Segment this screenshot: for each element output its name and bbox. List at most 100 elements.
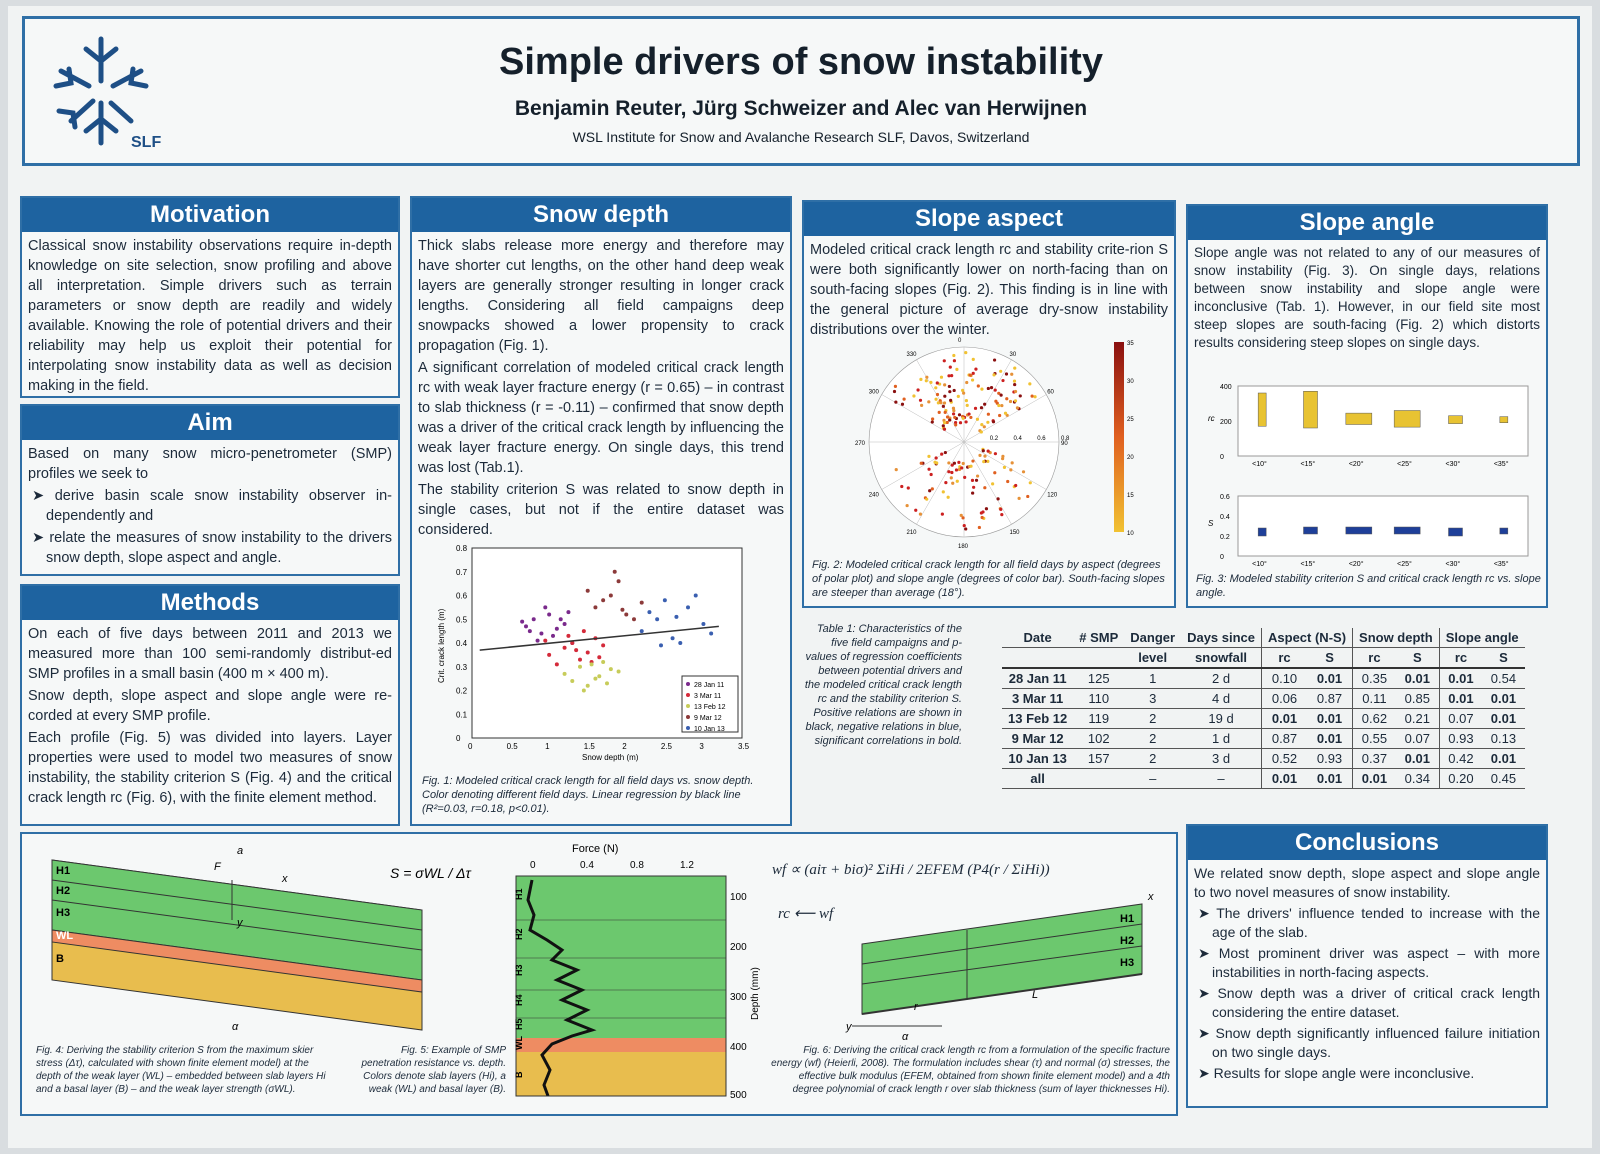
fig2-point: [986, 412, 990, 416]
fig2-point: [947, 470, 951, 474]
fig2-colorbar: [1114, 342, 1124, 532]
fig2-point: [991, 482, 995, 486]
table-header: Danger: [1124, 628, 1182, 648]
table-cell: 0.07: [1438, 708, 1483, 729]
table-cell: 0.85: [1395, 688, 1440, 709]
table-cell: 1: [1124, 668, 1182, 689]
fig2-point: [979, 430, 983, 434]
fig2-caption: Fig. 2: Modeled critical crack length fo…: [812, 559, 1165, 599]
conclusions-bullet: ➤ Snow depth was a driver of critical cr…: [1198, 985, 1540, 1020]
fig2-point: [973, 406, 978, 410]
fig2-point: [1030, 394, 1034, 398]
conclusions-bullet: ➤ Snow depth significantly influenced fa…: [1198, 1025, 1540, 1060]
fig1-xtick: 1.5: [584, 742, 596, 751]
fig2-radial-tick: 0.8: [1061, 436, 1070, 442]
fig2-grid-spoke: [963, 441, 1012, 525]
fig3-xtick: <10°: [1252, 560, 1267, 568]
fig1-xtick: 2: [622, 742, 627, 751]
fig2-point: [1002, 465, 1007, 469]
fig1-ytick: 0.5: [456, 615, 468, 624]
fig1-point: [659, 643, 663, 648]
aim-text: Based on many snow micro-penetrometer (S…: [22, 440, 398, 574]
fig2-point: [979, 406, 984, 410]
table-cell: 0.35: [1352, 668, 1396, 689]
fig2-point: [952, 461, 957, 465]
fig2-point: [1028, 382, 1032, 386]
fig1-legend-label: 10 Jan 13: [694, 726, 725, 733]
table-cell: 0.37: [1352, 748, 1396, 769]
fig2-point: [930, 420, 934, 424]
fig1-legend-marker: [686, 704, 690, 708]
fig2-point: [893, 384, 898, 388]
fig1-point: [578, 664, 582, 669]
fig1-point: [709, 631, 714, 636]
fig2-point: [941, 424, 945, 428]
fig2-point: [961, 388, 965, 392]
slope-aspect-section: Slope aspect Modeled critical crack leng…: [802, 200, 1176, 608]
fig1-ytick: 0.4: [456, 639, 468, 648]
fig6-formula-rc: rc ⟵ wf: [778, 906, 834, 922]
snow-depth-p2: A significant correlation of modeled cri…: [418, 360, 784, 476]
fig2-point: [983, 402, 987, 406]
methods-heading: Methods: [22, 586, 398, 620]
table-cell: 0.01: [1482, 748, 1525, 769]
fig2-point: [1010, 461, 1014, 465]
table-cell: 102: [1073, 728, 1125, 749]
fig1-point: [527, 629, 532, 634]
fig2-point: [986, 420, 990, 424]
fig1-xlabel: Snow depth (m): [582, 753, 639, 762]
table-row: all – –0.01 0.01 0.01 0.34 0.20 0.45: [1002, 768, 1525, 789]
fig3-box: [1303, 391, 1318, 429]
table-cell: 0.34: [1395, 768, 1440, 789]
poster-authors: Benjamin Reuter, Jürg Schweizer and Alec…: [514, 97, 1088, 120]
fig1-ytick: 0: [456, 734, 461, 743]
fig4-label-y: y: [236, 917, 244, 929]
table1-area: Table 1: Characteristics of the five fie…: [802, 616, 1548, 822]
fig2-point: [942, 421, 947, 425]
fig1-point: [547, 652, 552, 657]
fig1-point: [601, 598, 606, 603]
fig2-point: [906, 486, 910, 490]
fig1-ytick: 0.7: [456, 568, 468, 577]
fig2-angle-tick: 180: [958, 544, 969, 550]
table-cell: 13 Feb 12: [1002, 708, 1074, 729]
fig1-legend-marker: [686, 682, 690, 686]
fig2-point: [989, 386, 994, 390]
fig2-point: [992, 373, 996, 377]
fig2-point: [980, 515, 984, 520]
table-subheader: [1073, 647, 1125, 669]
header: SLF Simple drivers of snow instability B…: [22, 16, 1580, 166]
fig2-point: [983, 454, 987, 458]
fig2-point: [1000, 403, 1004, 408]
table-cell: 2: [1124, 708, 1182, 729]
fig3-box: [1393, 410, 1421, 428]
fig2-point: [900, 484, 904, 489]
table-header: # SMP: [1073, 628, 1125, 648]
fig2-angle-tick: 330: [907, 352, 918, 358]
fig1-point: [639, 629, 644, 634]
fig2-point: [937, 410, 941, 414]
poster-title: Simple drivers of snow instability: [499, 41, 1103, 83]
fig3-ytick: 200: [1220, 419, 1232, 426]
slope-aspect-heading: Slope aspect: [804, 202, 1174, 236]
table-cell: 0.45: [1482, 768, 1525, 789]
fig2-point: [951, 481, 955, 485]
fig2-point: [1033, 395, 1037, 399]
fig2-point: [939, 375, 944, 379]
fig2-point: [999, 393, 1003, 397]
table-cell: 0.01: [1352, 768, 1396, 789]
fig2-point: [894, 400, 898, 404]
fig2-point: [980, 387, 984, 391]
fig2-point: [965, 403, 969, 407]
table-subheader: rc: [1438, 647, 1483, 669]
slf-logo: SLF: [53, 36, 161, 151]
methods-p1: On each of five days between 2011 and 20…: [28, 626, 392, 682]
fig2-point: [974, 478, 979, 482]
fig4-label-f: F: [214, 861, 222, 873]
fig3-xtick: <35°: [1494, 560, 1509, 568]
fig2-point: [955, 367, 959, 372]
fig1-point: [574, 648, 579, 653]
fig2-point: [951, 412, 956, 416]
fig2-point: [1018, 394, 1022, 398]
fig2-point: [925, 497, 929, 501]
